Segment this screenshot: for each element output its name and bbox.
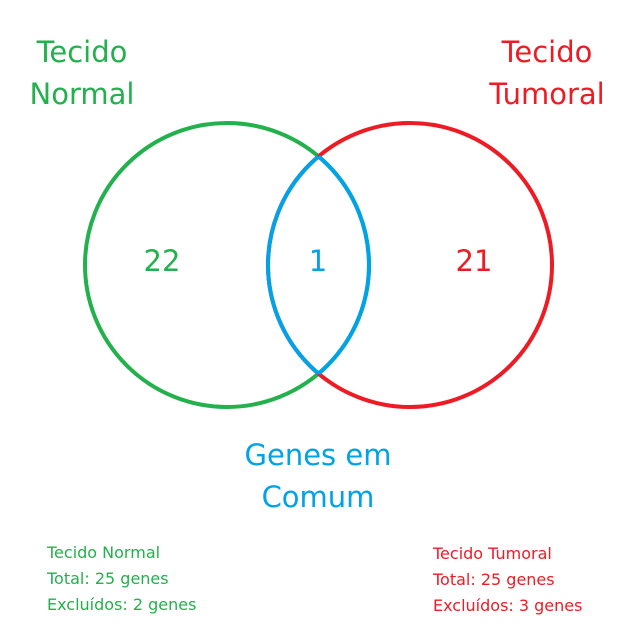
normal-tissue-title: Tecido Normal: [22, 31, 142, 115]
normal-tissue-title-line1: Tecido: [36, 35, 128, 69]
common-genes-title: Genes em Comum: [238, 434, 398, 518]
tumoral-summary-excluded: Excluídos: 3 genes: [433, 596, 583, 615]
tumoral-tissue-title-line1: Tecido: [501, 35, 593, 69]
common-genes-title-line2: Comum: [261, 480, 375, 514]
common-count: 1: [308, 244, 328, 278]
normal-exclusive-count: 22: [143, 244, 181, 278]
normal-tissue-title-line2: Normal: [29, 77, 135, 111]
common-genes-title-line1: Genes em: [244, 438, 392, 472]
normal-summary-excluded: Excluídos: 2 genes: [47, 595, 197, 614]
normal-summary: Tecido Normal Total: 25 genes Excluídos:…: [47, 540, 196, 618]
tumoral-summary: Tecido Tumoral Total: 25 genes Excluídos…: [433, 541, 582, 619]
tumoral-summary-title: Tecido Tumoral: [433, 544, 552, 563]
tumoral-tissue-title-line2: Tumoral: [489, 77, 605, 111]
normal-summary-total: Total: 25 genes: [47, 569, 169, 588]
tumoral-summary-total: Total: 25 genes: [433, 570, 555, 589]
tumoral-tissue-title: Tecido Tumoral: [481, 31, 613, 115]
tumoral-exclusive-count: 21: [455, 244, 493, 278]
normal-summary-title: Tecido Normal: [47, 543, 161, 562]
common-genes-overlap: [266, 123, 371, 407]
